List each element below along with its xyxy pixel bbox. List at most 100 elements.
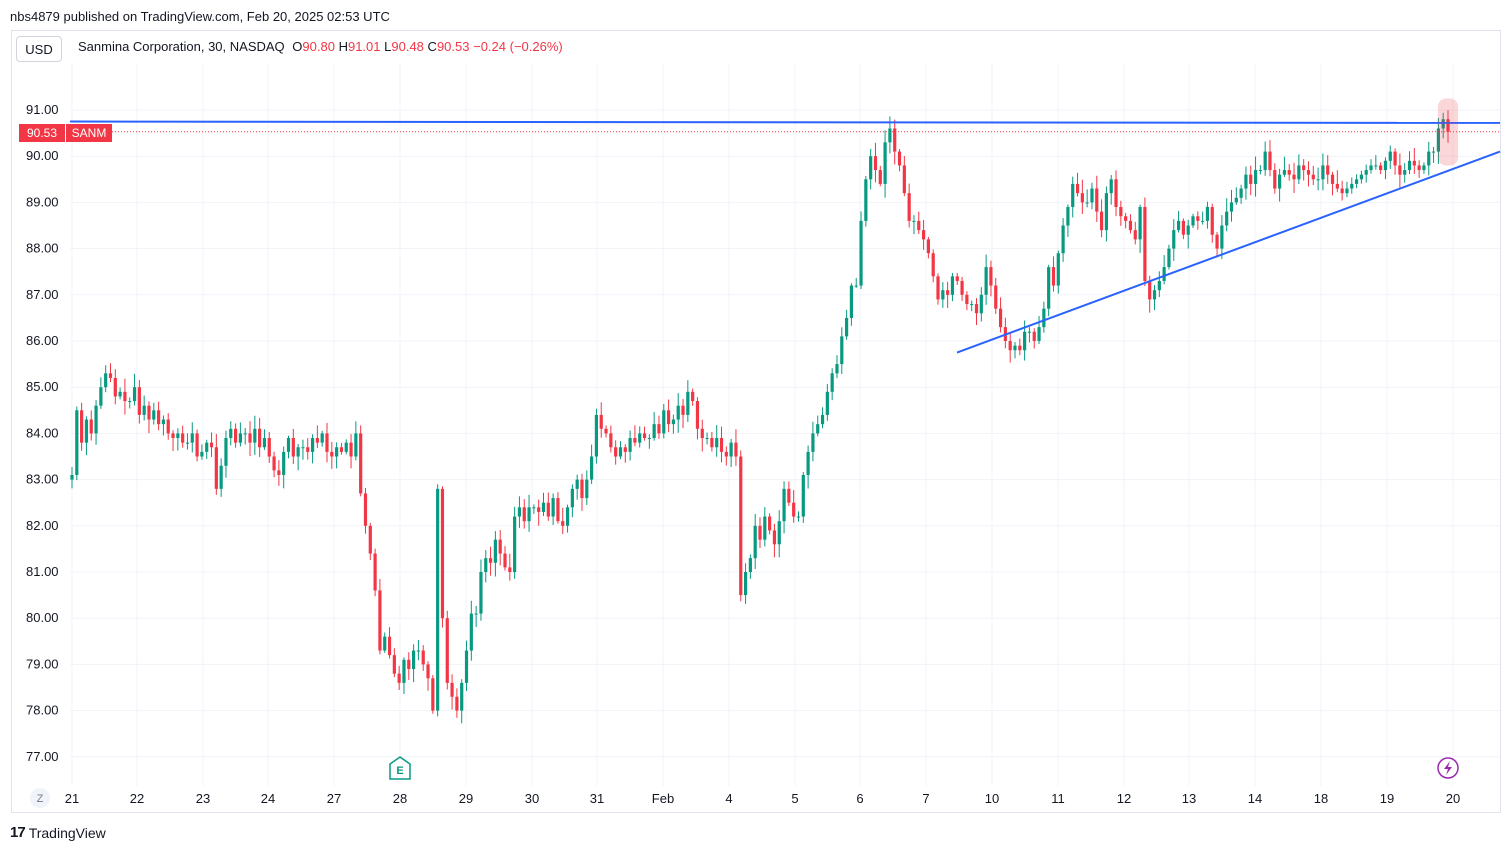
candle-up [845,309,849,340]
candle-body [335,447,339,457]
candle-body [532,507,536,509]
candle-body [1412,160,1416,166]
candle-body [137,387,141,415]
candle-up [1359,170,1363,184]
candle-body [1071,183,1075,208]
candle-down [181,425,185,448]
candle-up [383,632,387,653]
candle-up [94,400,98,445]
candle-up [715,425,719,457]
candle-body [1431,151,1436,153]
candle-down [1249,165,1253,196]
candle-body [1340,188,1344,194]
candle-up [1278,168,1282,202]
candle-up [1047,264,1051,317]
candle-down [508,553,512,581]
candle-up [416,639,421,661]
candle-body [387,636,392,656]
candle-body [772,530,777,545]
candle-body [1383,160,1388,171]
candle-body [561,521,565,526]
candle-body [1119,207,1123,217]
currency-button[interactable]: USD [16,36,62,62]
candle-down [931,249,935,283]
support-trend-line [956,150,1501,354]
y-tick-label: 81.00 [26,564,59,579]
candle-body [436,488,440,711]
candle-down [758,517,762,549]
candle-body [888,128,892,143]
lightning-icon[interactable] [1437,757,1459,779]
candle-down [80,402,84,451]
candle-body [315,438,319,443]
y-tick-label: 83.00 [26,472,59,487]
candle-down [431,674,435,714]
candle-down [488,546,493,576]
z-button[interactable]: Z [30,788,50,808]
candle-body [161,419,166,425]
candle-up [262,429,267,450]
candle-down [387,627,392,659]
candle-body [729,442,733,457]
candle-body [1013,345,1017,351]
candle-up [729,438,733,467]
candle-down [739,450,743,602]
candle-down [1095,175,1099,222]
candle-body [1253,170,1258,184]
candle-body [411,650,416,670]
candle-body [392,655,396,674]
candle-body [917,220,921,231]
candle-body [99,387,103,406]
candle-down [450,674,454,710]
candle-up [1369,159,1373,174]
candle-down [113,369,117,405]
drawing-layer [69,98,1501,354]
candle-up [286,435,291,459]
candle-body [214,447,218,489]
candle-body [397,673,401,683]
candle-down [921,219,926,250]
candle-body [1374,165,1378,167]
candle-body [590,456,594,480]
symbol-description[interactable]: Sanmina Corporation, 30, NASDAQ [78,39,285,54]
candle-body [1133,230,1137,240]
candle-body [1056,253,1060,286]
candle-up [464,640,469,691]
candle-down [1393,148,1397,175]
candle-body [1037,327,1041,341]
candle-body [1085,202,1089,204]
candle-up [811,421,815,462]
candle-body [1403,170,1407,175]
candle-up [1229,189,1234,222]
candle-body [142,405,146,415]
candle-up [128,397,132,409]
x-tick-label: 22 [130,791,144,806]
y-tick-label: 90.00 [26,148,59,163]
tradingview-logo[interactable]: 17 TradingView [10,824,106,841]
candle-body [286,438,291,452]
candle-body [1244,174,1248,189]
candle-body [1201,220,1205,222]
candle-body [233,428,238,443]
candle-body [1018,345,1022,351]
x-tick-label: 24 [261,791,275,806]
earnings-marker[interactable]: E [389,756,411,780]
candle-body [205,442,209,452]
candle-up [849,283,854,326]
candle-body [748,558,752,572]
candle-body [700,428,704,439]
candle-down [960,276,964,301]
candle-layer [70,110,1450,724]
candle-body [455,696,459,711]
candle-down [1143,197,1147,287]
candle-down [339,443,344,455]
candle-body [893,128,897,152]
candle-up [354,421,358,461]
candle-up [676,393,680,433]
candle-body [1032,331,1036,341]
candle-down [1210,203,1214,243]
candle-body [1302,165,1306,171]
candle-up [1042,301,1046,333]
candle-body [1239,188,1243,198]
